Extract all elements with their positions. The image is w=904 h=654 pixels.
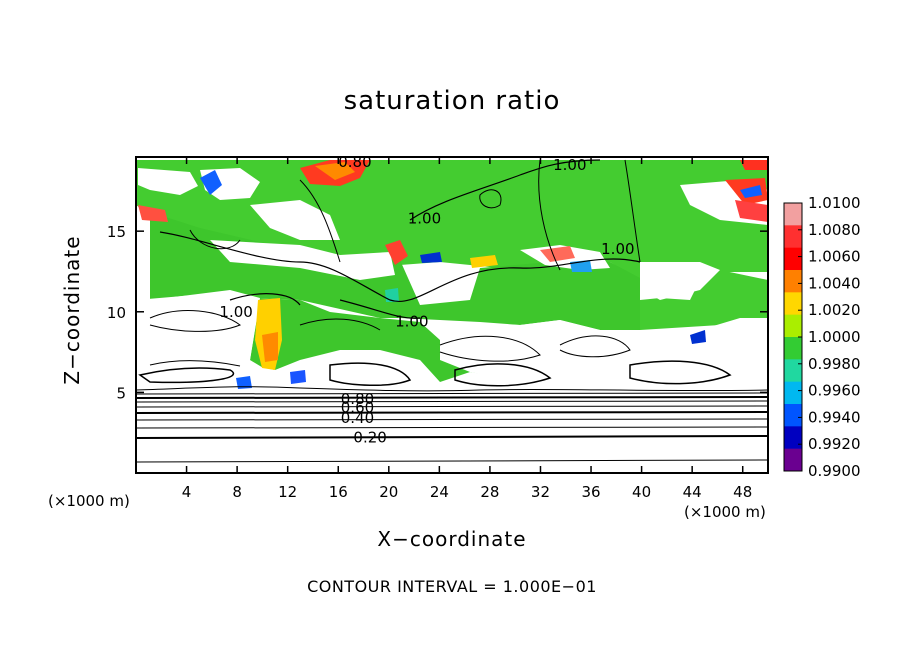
x-tick-label: 4 [182,483,192,501]
colorbar-swatch [784,247,802,271]
contour-label: 0.40 [341,409,374,427]
saturated-region-east [640,270,768,330]
colorbar-label: 0.9960 [808,382,861,400]
x-tick-label: 32 [531,483,550,501]
colorbar-swatch [784,203,802,226]
contour-label: 1.00 [408,209,441,227]
colorbar-label: 1.0000 [808,328,861,346]
colorbar-swatch [784,404,802,427]
colorbar-swatch [784,359,802,383]
saturation-field [136,157,768,473]
contour-lines [136,159,768,463]
x-tick-label: 12 [278,483,297,501]
contour-label: 0.20 [353,429,386,447]
x-tick-label: 24 [430,483,449,501]
plot-frame [135,156,769,474]
contour-labels: 0.200.400.600.801.001.001.001.001.000.80 [219,153,634,447]
contour-label: 1.00 [219,303,252,321]
x-tick-label: 36 [581,483,600,501]
chart-title: saturation ratio [343,86,561,116]
contour-label: 1.00 [601,240,634,258]
contour-interval-note: CONTOUR INTERVAL = 1.000E−01 [307,577,597,596]
x-tick-label: 44 [683,483,702,501]
x-tick-label: 40 [632,483,651,501]
contour-label: 0.80 [341,390,374,408]
saturated-region [136,160,768,290]
colorbar-label: 1.0020 [808,301,861,319]
x-axis: 4 8 12 16 20 24 28 32 36 40 44 48 [182,157,752,501]
contour-label: 1.00 [553,156,586,174]
contour-label: 1.00 [395,312,428,330]
y-tick-label: 10 [107,304,126,322]
colorbar-swatch [784,225,802,249]
colorbar-swatch [784,337,802,360]
y-axis: 5 10 15 [107,223,768,402]
colorbar: 1.0100 1.0080 1.0060 1.0040 1.0020 1.0000 0.99… [783,194,861,480]
contour-label: 0.60 [341,399,374,417]
colorbar-label: 1.0100 [808,194,861,212]
x-axis-title: X−coordinate [377,527,527,551]
colorbar-label: 0.9940 [808,408,861,426]
y-tick-label: 5 [116,384,126,402]
contour-label: 0.80 [338,153,371,171]
x-unit-label-left: (×1000 m) [48,492,130,510]
y-tick-label: 15 [107,223,126,241]
colorbar-swatch [784,426,802,450]
colorbar-label: 1.0040 [808,274,861,292]
colorbar-swatch [784,292,802,316]
colorbar-label: 1.0060 [808,248,861,266]
x-tick-label: 20 [379,483,398,501]
x-tick-label: 8 [232,483,242,501]
colorbar-label: 0.9900 [808,462,861,480]
colorbar-swatch [784,270,802,293]
saturated-region-lower [150,212,640,330]
x-tick-label: 28 [480,483,499,501]
colorbar-label: 0.9920 [808,435,861,453]
colorbar-label: 0.9980 [808,355,861,373]
colorbar-swatch [784,314,802,338]
x-tick-label: 16 [329,483,348,501]
y-axis-title: Z−coordinate [60,235,84,385]
colorbar-swatch [784,381,802,405]
colorbar-label: 1.0080 [808,221,861,239]
x-unit-label-right: (×1000 m) [684,503,766,521]
x-tick-label: 48 [733,483,752,501]
colorbar-swatch [784,448,802,472]
